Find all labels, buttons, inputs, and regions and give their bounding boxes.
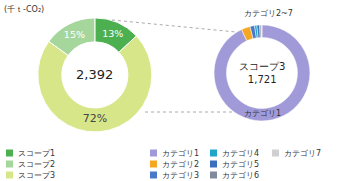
- svg-text:(千ｔ-CO₂): (千ｔ-CO₂): [4, 5, 44, 14]
- svg-text:カテゴリ4: カテゴリ4: [222, 149, 259, 158]
- svg-text:カテゴリ7: カテゴリ7: [284, 149, 321, 158]
- svg-text:カテゴリ1: カテゴリ1: [244, 109, 281, 118]
- svg-text:スコープ31,721: スコープ31,721: [239, 61, 285, 85]
- svg-text:13%: 13%: [102, 28, 123, 39]
- svg-text:72%: 72%: [83, 112, 107, 125]
- svg-text:カテゴリ2~7: カテゴリ2~7: [244, 9, 293, 18]
- svg-text:15%: 15%: [64, 29, 85, 40]
- svg-text:カテゴリ6: カテゴリ6: [222, 171, 259, 180]
- svg-text:カテゴリ5: カテゴリ5: [222, 160, 259, 169]
- svg-text:スコープ2: スコープ2: [18, 160, 55, 169]
- svg-text:カテゴリ2: カテゴリ2: [162, 160, 199, 169]
- svg-text:カテゴリ3: カテゴリ3: [162, 171, 199, 180]
- svg-text:スコープ1: スコープ1: [18, 149, 55, 158]
- svg-text:スコープ3: スコープ3: [18, 171, 55, 180]
- svg-text:カテゴリ1: カテゴリ1: [162, 149, 199, 158]
- svg-text:2,392: 2,392: [76, 67, 113, 82]
